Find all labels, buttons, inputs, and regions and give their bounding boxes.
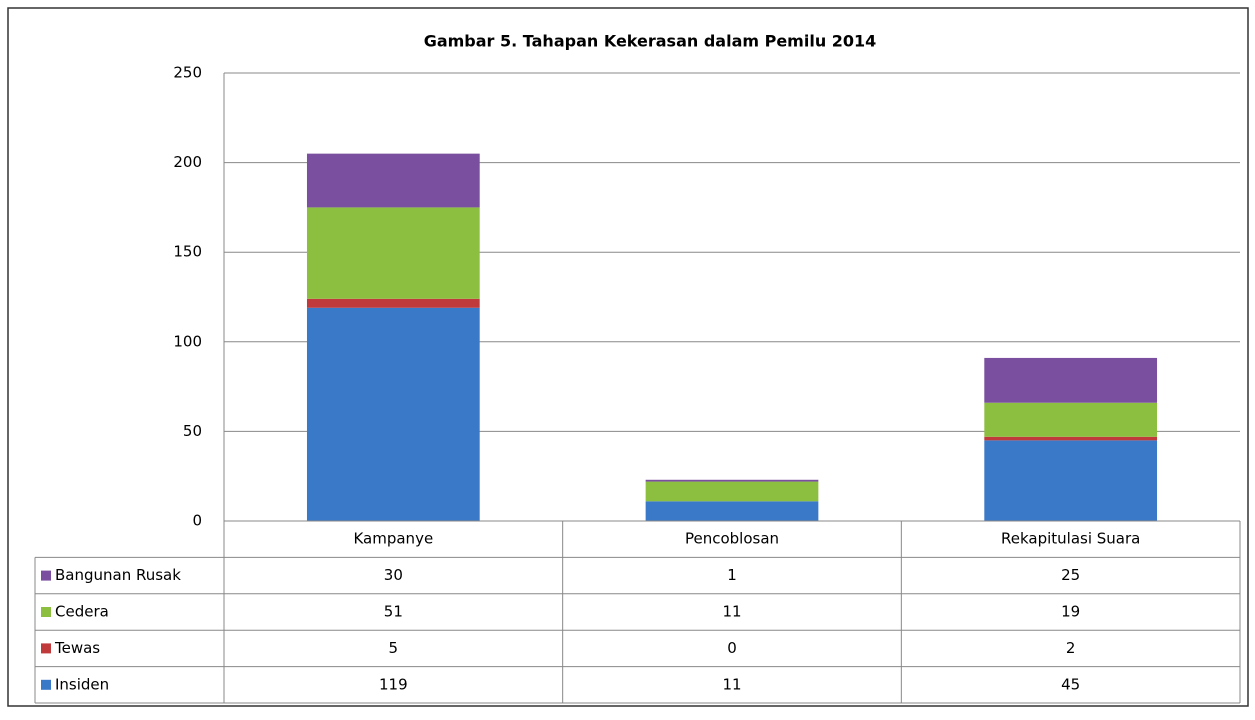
table-value: 30 [384,566,403,584]
x-tick-label: Kampanye [353,530,433,548]
bar-segment [306,307,480,521]
legend-swatch [41,570,51,581]
bar-segment [984,402,1158,437]
legend-label: Cedera [55,603,109,621]
y-tick-label: 100 [173,332,202,350]
table-value: 45 [1061,675,1080,693]
bar-segment [645,481,819,502]
table-value: 11 [722,603,741,621]
legend-swatch [41,607,51,617]
bar-segment [984,357,1158,403]
table-value: 1 [727,566,737,584]
y-tick-label: 0 [192,512,202,530]
bar-segment [306,298,480,308]
table-value: 0 [727,639,737,657]
y-tick-label: 250 [173,64,202,82]
chart-frame [7,7,1249,707]
y-tick-label: 50 [183,422,202,440]
chart-title: Gambar 5. Tahapan Kekerasan dalam Pemilu… [424,32,877,51]
bar-segment [984,440,1158,521]
bar-segment [984,436,1158,441]
x-tick-label: Rekapitulasi Suara [1001,530,1140,548]
table-value: 19 [1061,603,1080,621]
legend-swatch [41,679,51,690]
y-tick-label: 150 [173,243,202,261]
x-tick-label: Pencoblosan [685,530,779,548]
bar-segment [645,479,819,482]
table-value: 2 [1066,639,1076,657]
table-value: 119 [379,675,408,693]
table-value: 51 [384,603,403,621]
table-value: 5 [389,639,399,657]
legend-label: Insiden [55,675,109,693]
y-tick-label: 200 [173,153,202,171]
legend-label: Bangunan Rusak [55,566,181,584]
bar-segment [306,153,480,208]
table-value: 11 [722,675,741,693]
legend-swatch [41,643,51,654]
table-value: 25 [1061,566,1080,584]
legend-label: Tewas [54,639,100,657]
bar-segment [645,501,819,521]
bar-segment [306,207,480,299]
